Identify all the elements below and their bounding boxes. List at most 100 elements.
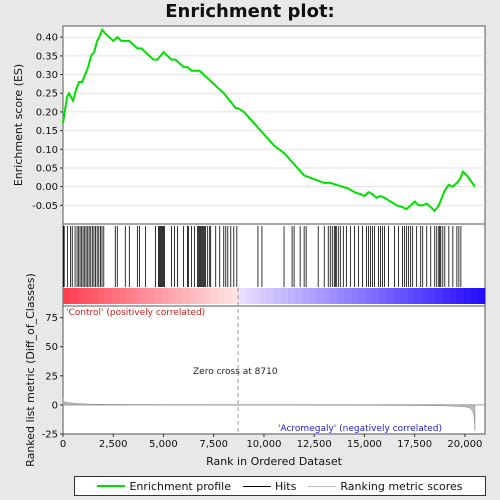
x-tick-label: 20,000 [447, 439, 482, 450]
rank-bar-segment [295, 288, 303, 304]
legend-label-metric: Ranking metric scores [340, 479, 463, 493]
rank-bar-segment [365, 288, 373, 304]
rank-bar-segment [435, 288, 444, 304]
es-y-axis-label: Enrichment score (ES) [12, 64, 25, 186]
es-y-tick-label: 0.00 [36, 182, 58, 193]
x-axis-label: Rank in Ordered Dataset [206, 455, 343, 468]
rank-bar-segment [428, 288, 437, 304]
legend-label-profile: Enrichment profile [129, 479, 231, 493]
negative-class-label: 'Acromegaly' (negatively correlated) [278, 424, 442, 434]
rank-bar-segment [63, 288, 71, 304]
rank-bar-segment [302, 288, 310, 304]
rank-bar-segment [196, 288, 205, 304]
rank-bar-segment [379, 288, 388, 304]
rank-bar-segment [330, 288, 338, 304]
x-tick-label: 12,500 [297, 439, 332, 450]
es-y-tick-label: 0.35 [36, 51, 58, 62]
rank-bar-segment [70, 288, 78, 304]
rank-bar-segment [393, 288, 402, 304]
es-y-tick-label: 0.15 [36, 126, 58, 137]
rank-bar-segment [266, 288, 275, 304]
rank-bar-segment [442, 288, 451, 304]
x-tick-label: 5,000 [149, 439, 178, 450]
rank-bar-segment [344, 288, 352, 304]
legend-swatch-metric [308, 485, 337, 487]
rank-bar-segment [182, 288, 191, 304]
rank-bar-segment [456, 288, 465, 304]
rank-bar-segment [175, 288, 184, 304]
es-y-tick-label: 0.20 [36, 107, 58, 118]
es-y-tick-label: 0.05 [36, 163, 58, 174]
enrichment-chart: 0.40 0.35 0.30 0.25 0.20 0.15 0.10 0.05 0.00 -0.0… [12, 25, 486, 468]
rank-bar-segment [210, 288, 219, 304]
x-tick-label: 0 [60, 439, 66, 450]
legend: Enrichment profile Hits Ranking metric s… [74, 476, 486, 496]
rank-bar-segment [400, 288, 409, 304]
rank-bar-segment [337, 288, 345, 304]
legend-label-hits: Hits [274, 479, 297, 493]
legend-item-hits: Hits [242, 479, 297, 493]
enrichment-profile-line [62, 27, 476, 213]
metric-y-axis-label: Ranked list metric (Diff_of_Classes) [24, 273, 37, 467]
rank-bar-segment [281, 288, 289, 304]
metric-y-tick-label: 25 [45, 371, 58, 382]
es-grid [63, 36, 485, 206]
rank-bar-segment [224, 288, 233, 304]
metric-y-tick-label: 0 [52, 400, 58, 411]
rank-bar-segment [274, 288, 282, 304]
es-y-tick-label: -0.05 [32, 201, 58, 212]
rank-bar-segment [463, 288, 472, 304]
rank-bar-segment [140, 288, 148, 304]
legend-swatch-profile [97, 485, 126, 487]
rank-bar-segment [288, 288, 296, 304]
rank-bar-segment [231, 288, 240, 304]
rank-bar-segment [105, 288, 113, 304]
rank-bar-segment [126, 288, 134, 304]
rank-bar-segment [449, 288, 458, 304]
rank-bar-segment [259, 288, 268, 304]
rank-bar-segment [414, 288, 423, 304]
rank-bar-segment [84, 288, 92, 304]
ranking-metric-area [62, 397, 476, 431]
rank-bar-segment [351, 288, 359, 304]
metric-panel [62, 305, 486, 435]
rank-bar-segment [421, 288, 430, 304]
legend-item-metric: Ranking metric scores [308, 479, 463, 493]
x-tick-label: 17,500 [397, 439, 432, 450]
es-y-tick-label: 0.25 [36, 89, 58, 100]
rank-bar-segment [119, 288, 127, 304]
rank-bar-segment [203, 288, 212, 304]
rank-bar-segment [358, 288, 366, 304]
metric-y-tick-label: 75 [45, 313, 58, 324]
rank-bar-segment [112, 288, 120, 304]
es-y-tick-label: 0.30 [36, 70, 58, 81]
x-tick-label: 7,500 [199, 439, 228, 450]
metric-y-tick-label: 50 [45, 342, 58, 353]
rank-bar-segment [168, 288, 177, 304]
x-tick-label: 2,500 [99, 439, 128, 450]
es-y-tick-label: 0.10 [36, 145, 58, 156]
es-y-ticks: 0.40 0.35 0.30 0.25 0.20 0.15 0.10 0.05 0.00 -0.0… [32, 33, 63, 212]
rank-bar-segment [238, 288, 247, 304]
rank-bar-segment [77, 288, 85, 304]
rank-bar-segment [323, 288, 331, 304]
rank-bar-segment [133, 288, 141, 304]
x-tick-label: 15,000 [347, 439, 382, 450]
rank-color-bar [63, 288, 486, 304]
metric-y-ticks: 75 50 25 0 -25 [42, 313, 63, 441]
legend-item-profile: Enrichment profile [97, 480, 231, 493]
rank-bar-segment [252, 288, 261, 304]
rank-bar-segment [309, 288, 317, 304]
positive-class-label: 'Control' (positively correlated) [66, 308, 205, 318]
es-panel [62, 25, 486, 225]
rank-bar-segment [154, 288, 162, 304]
zero-cross-label: Zero cross at 8710 [193, 367, 278, 377]
rank-bar-segment [407, 288, 416, 304]
hits-rug [63, 226, 462, 287]
rank-bar-segment [477, 288, 486, 304]
metric-x-ticks: 0 2,500 5,000 7,500 10,000 12,500 15,000 17,500… [60, 434, 482, 450]
rank-bar-segment [245, 288, 254, 304]
rank-bar-segment [147, 288, 155, 304]
rank-bar-segment [470, 288, 479, 304]
es-y-tick-label: 0.40 [36, 33, 58, 44]
